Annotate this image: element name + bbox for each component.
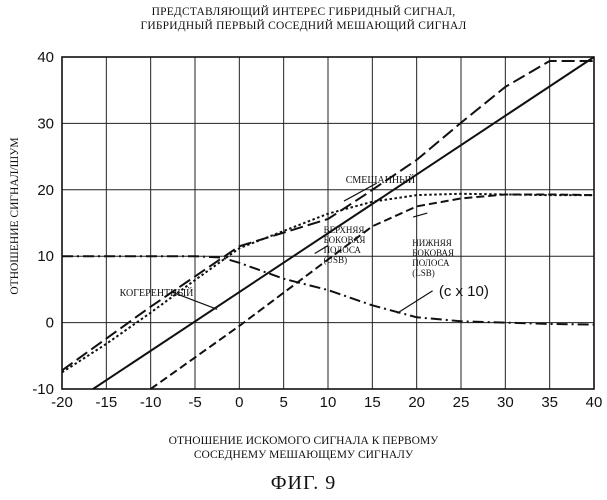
- series-line-1: [93, 57, 594, 389]
- x-axis-label-line-2: СОСЕДНЕМУ МЕШАЮЩЕМУ СИГНАЛУ: [0, 449, 607, 461]
- x-tick-label: -5: [188, 394, 201, 411]
- grid-lines: [62, 57, 594, 389]
- figure-label: ФИГ. 9: [0, 472, 607, 495]
- y-tick-label: 10: [37, 248, 54, 265]
- annotation-label: КОГЕРЕНТНЫЙ: [120, 287, 194, 299]
- x-tick-label: 5: [279, 394, 287, 411]
- x-tick-label: 40: [586, 394, 603, 411]
- y-tick-label: 30: [37, 115, 54, 132]
- annotations: СМЕШАННЫЙ КОГЕРЕНТНЫЙ ВЕРХНЯЯБОКОВАЯПОЛОСА…: [120, 174, 489, 300]
- x-tick-label: 25: [453, 394, 470, 411]
- x-tick-label: 15: [364, 394, 381, 411]
- leader-lines: [172, 183, 433, 313]
- x-tick-label: 10: [320, 394, 337, 411]
- annotation-label: ВЕРХНЯЯБОКОВАЯПОЛОСА(USB): [324, 225, 366, 265]
- x-tick-label: 30: [497, 394, 514, 411]
- leader-line: [413, 213, 427, 217]
- leader-line: [397, 291, 432, 314]
- annotation-label: (с х 10): [439, 283, 489, 300]
- y-axis-label: ОТНОШЕНИЕ СИГНАЛ/ШУМ: [9, 137, 21, 294]
- x-tick-label: -15: [95, 394, 117, 411]
- annotation-label: СМЕШАННЫЙ: [346, 174, 415, 186]
- x-tick-label: 35: [541, 394, 558, 411]
- y-tick-label: 20: [37, 182, 54, 199]
- tick-labels: -20 -15 -10 -5 0 5 10 15 20 25 30 35 40 -10 0 10 20 30 40: [32, 49, 602, 411]
- x-tick-label: 0: [235, 394, 243, 411]
- x-axis-label-line-1: ОТНОШЕНИЕ ИСКОМОГО СИГНАЛА К ПЕРВОМУ: [0, 435, 607, 447]
- x-tick-label: 20: [408, 394, 425, 411]
- annotation-label: НИЖНЯЯБОКОВАЯПОЛОСА(LSB): [412, 238, 454, 278]
- y-tick-label: 0: [46, 315, 54, 332]
- y-tick-label: 40: [37, 49, 54, 66]
- x-tick-label: -10: [140, 394, 162, 411]
- y-tick-label: -10: [32, 381, 54, 398]
- x-tick-label: -20: [51, 394, 73, 411]
